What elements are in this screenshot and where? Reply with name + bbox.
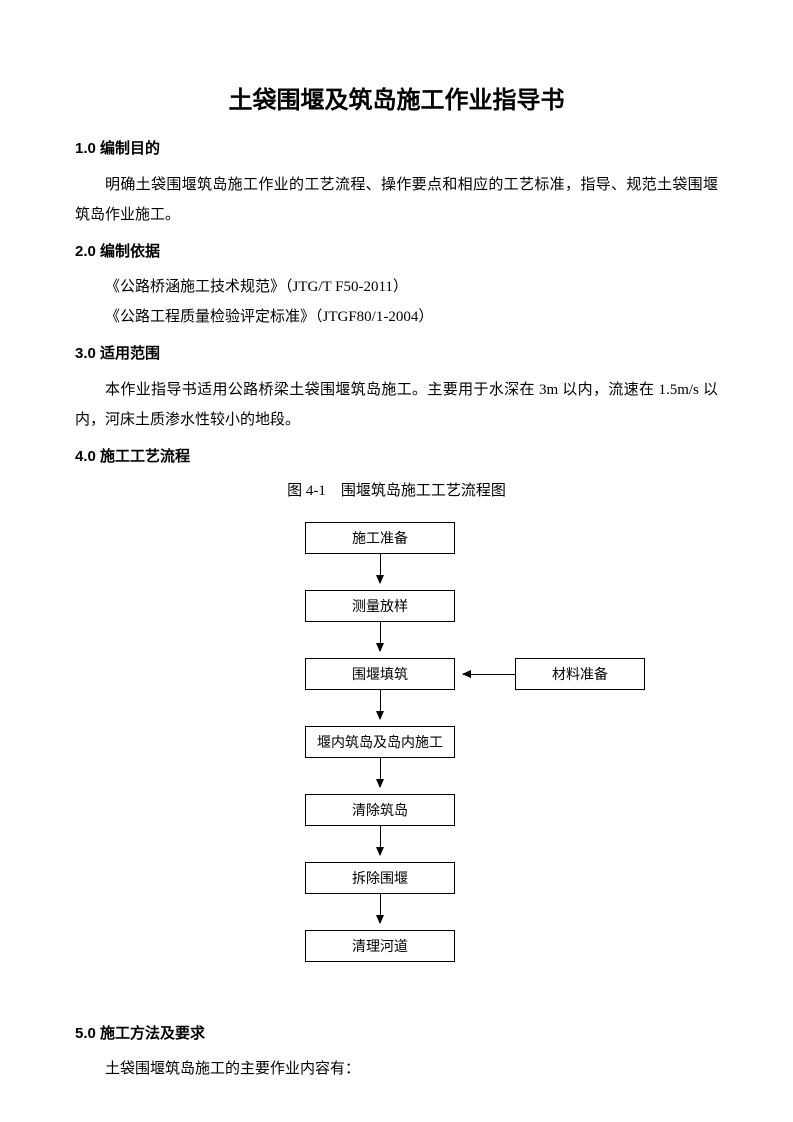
section-5-body: 土袋围堰筑岛施工的主要作业内容有：: [75, 1054, 718, 1084]
flow-arrow-3-4: [380, 690, 381, 719]
section-3-body: 本作业指导书适用公路桥梁土袋围堰筑岛施工。主要用于水深在 3m 以内，流速在 1…: [75, 375, 718, 435]
flow-node-survey: 测量放样: [305, 590, 455, 622]
flow-arrow-2-3: [380, 622, 381, 651]
flow-arrow-5-6: [380, 826, 381, 855]
section-2-heading: 2.0 编制依据: [75, 238, 718, 267]
flow-node-remove-island: 清除筑岛: [305, 794, 455, 826]
flow-node-cofferdam: 围堰填筑: [305, 658, 455, 690]
document-title: 土袋围堰及筑岛施工作业指导书: [75, 80, 718, 115]
flow-node-island: 堰内筑岛及岛内施工: [305, 726, 455, 758]
figure-caption: 图 4-1 围堰筑岛施工工艺流程图: [75, 477, 718, 506]
section-2-line1: 《公路桥涵施工技术规范》（JTG/T F50-2011）: [75, 272, 718, 302]
section-3-heading: 3.0 适用范围: [75, 340, 718, 369]
section-1-heading: 1.0 编制目的: [75, 135, 718, 164]
section-1-body: 明确土袋围堰筑岛施工作业的工艺流程、操作要点和相应的工艺标准，指导、规范土袋围堰…: [75, 170, 718, 230]
flow-arrow-6-7: [380, 894, 381, 923]
flow-node-prepare: 施工准备: [305, 522, 455, 554]
flow-arrow-4-5: [380, 758, 381, 787]
section-5-heading: 5.0 施工方法及要求: [75, 1020, 718, 1049]
section-4-heading: 4.0 施工工艺流程: [75, 443, 718, 472]
flow-arrow-1-2: [380, 554, 381, 583]
section-2-line2: 《公路工程质量检验评定标准》（JTGF80/1-2004）: [75, 302, 718, 332]
flow-arrow-material: [463, 674, 515, 675]
flow-node-remove-cofferdam: 拆除围堰: [305, 862, 455, 894]
flowchart: 施工准备 测量放样 围堰填筑 堰内筑岛及岛内施工 清除筑岛 拆除围堰 清理河道 …: [75, 522, 718, 1012]
flow-node-clean-river: 清理河道: [305, 930, 455, 962]
flow-node-material: 材料准备: [515, 658, 645, 690]
